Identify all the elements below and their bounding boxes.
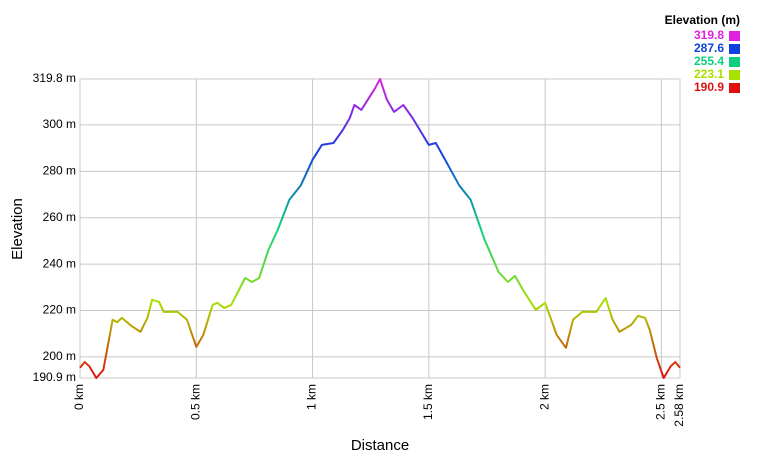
x-axis-title: Distance <box>351 437 409 454</box>
legend-swatch <box>729 44 740 54</box>
y-tick-label: 300 m <box>43 117 76 131</box>
legend-swatch <box>729 31 740 41</box>
x-tick-label: 0.5 km <box>188 384 202 420</box>
y-tick-label: 190.9 m <box>33 370 76 384</box>
y-tick-label: 260 m <box>43 210 76 224</box>
x-tick-label: 1.5 km <box>421 384 435 420</box>
legend-label: 190.9 <box>694 80 724 94</box>
legend-label: 255.4 <box>694 54 724 68</box>
elevation-line <box>79 78 681 379</box>
x-tick-label: 2.5 km <box>654 384 668 420</box>
x-tick-label: 0 km <box>72 384 86 410</box>
legend-label: 287.6 <box>694 41 724 55</box>
legend-swatch <box>729 70 740 80</box>
legend-swatch <box>729 83 740 93</box>
y-tick-label: 280 m <box>43 163 76 177</box>
legend-label: 223.1 <box>694 67 724 81</box>
legend-swatch <box>729 57 740 67</box>
y-tick-label: 220 m <box>43 303 76 317</box>
legend-title: Elevation (m) <box>665 13 740 27</box>
x-tick-label: 2 km <box>537 384 551 410</box>
y-tick-label: 319.8 m <box>33 71 76 85</box>
plot-frame <box>79 78 681 379</box>
x-tick-label: 1 km <box>305 384 319 410</box>
y-tick-label: 240 m <box>43 256 76 270</box>
y-tick-label: 200 m <box>43 349 76 363</box>
legend-label: 319.8 <box>694 28 724 42</box>
y-axis-title: Elevation <box>9 198 26 260</box>
x-tick-label: 2.58 km <box>672 384 686 427</box>
